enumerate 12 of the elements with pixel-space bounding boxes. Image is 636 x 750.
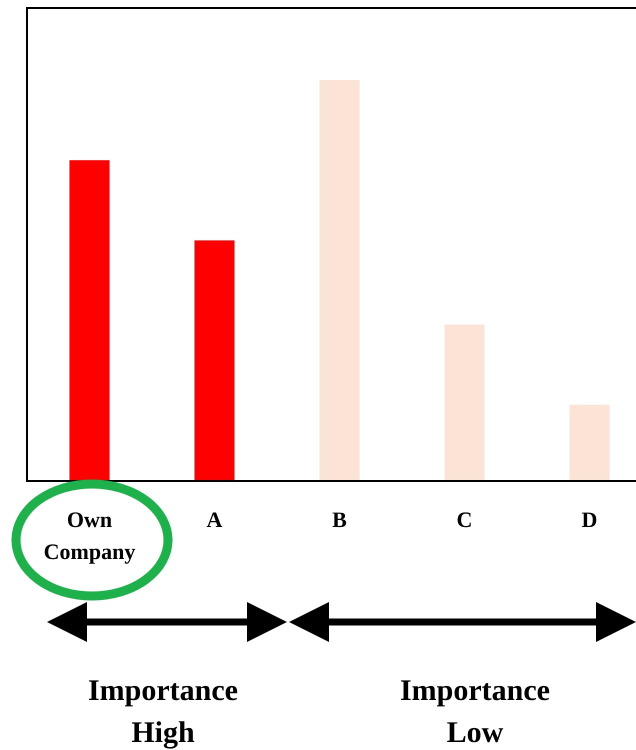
bar (570, 404, 610, 481)
x-tick-label: D (582, 507, 598, 532)
bar (70, 160, 110, 481)
x-tick-label: A (206, 507, 223, 532)
x-tick-label: C (456, 507, 472, 532)
x-tick-label: B (332, 507, 348, 532)
bar (444, 324, 484, 481)
bar (194, 240, 234, 481)
text: Importance High (88, 674, 238, 749)
x-tick-label: Own Company (44, 507, 136, 564)
bar (320, 80, 360, 481)
text: Importance Low (400, 674, 550, 749)
